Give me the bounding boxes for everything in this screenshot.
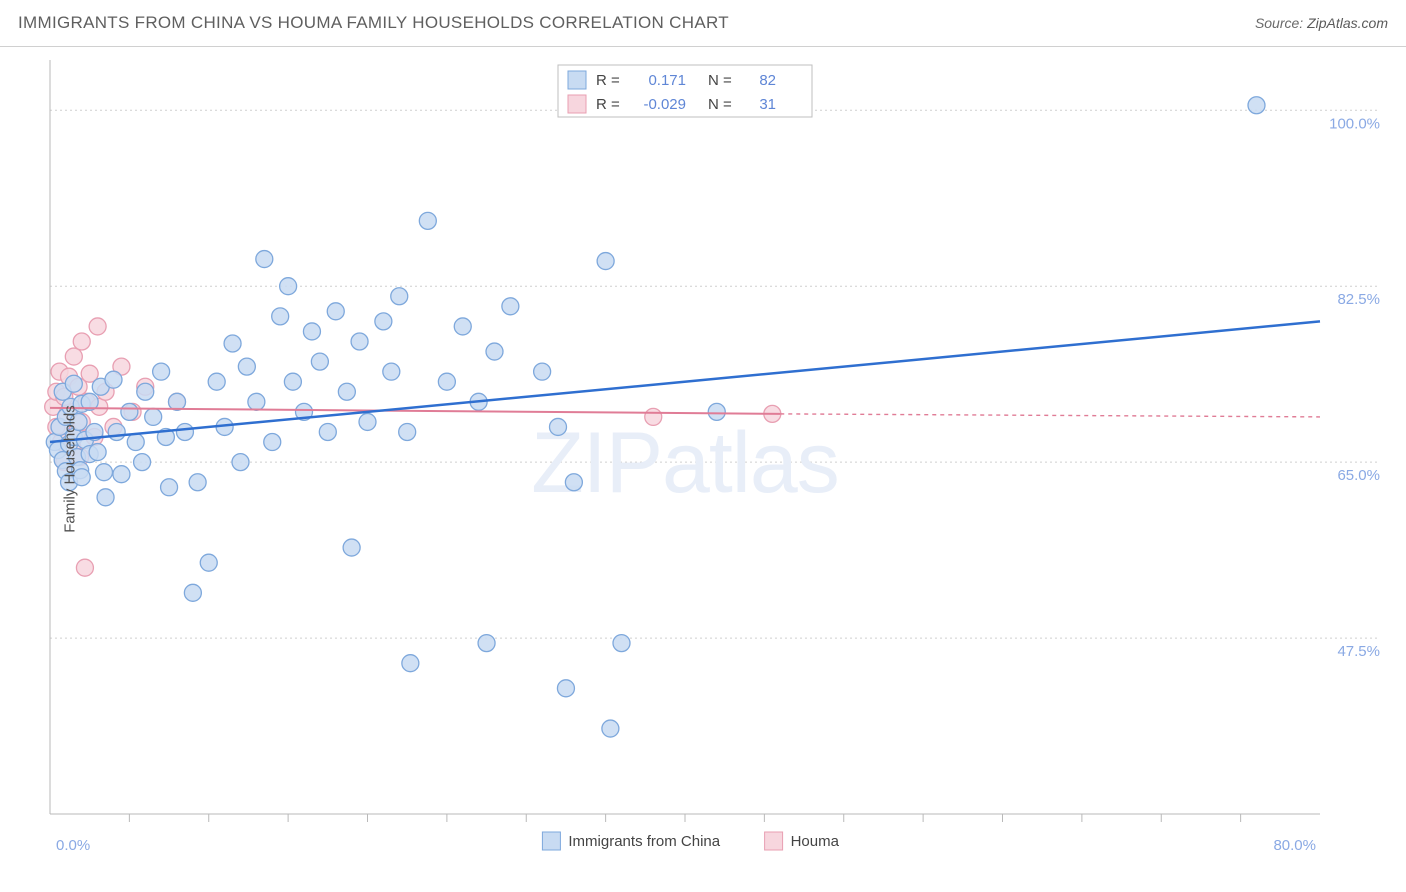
china-point bbox=[557, 680, 574, 697]
china-point bbox=[161, 479, 178, 496]
china-point bbox=[105, 371, 122, 388]
china-point bbox=[478, 635, 495, 652]
watermark: ZIPatlas bbox=[531, 415, 838, 511]
china-point bbox=[176, 423, 193, 440]
y-tick-label: 82.5% bbox=[1337, 291, 1380, 308]
x-range-min: 0.0% bbox=[56, 837, 90, 854]
china-point bbox=[284, 373, 301, 390]
bottom-legend-swatch-houma bbox=[765, 832, 783, 850]
bottom-legend-label-china: Immigrants from China bbox=[568, 833, 720, 850]
china-point bbox=[602, 720, 619, 737]
china-point bbox=[134, 454, 151, 471]
china-point bbox=[343, 539, 360, 556]
china-point bbox=[238, 358, 255, 375]
stats-legend-swatch bbox=[568, 71, 586, 89]
china-point bbox=[327, 303, 344, 320]
stats-legend-n-value: 31 bbox=[759, 96, 776, 113]
stats-legend-r-value: -0.029 bbox=[643, 96, 686, 113]
correlation-chart-svg: 47.5% 65.0% 82.5% 100.0% ZIPatlas 0.0% 80.0% R … bbox=[0, 46, 1406, 892]
houma-point bbox=[65, 348, 82, 365]
china-point bbox=[280, 278, 297, 295]
china-point bbox=[189, 474, 206, 491]
china-point bbox=[391, 288, 408, 305]
houma-trend-extension bbox=[780, 414, 1320, 417]
y-axis-label: Family Households bbox=[61, 405, 78, 533]
source-label: Source: bbox=[1255, 15, 1307, 31]
china-point bbox=[351, 333, 368, 350]
china-point bbox=[264, 434, 281, 451]
stats-legend-r-label: R = bbox=[596, 72, 620, 89]
china-point bbox=[153, 363, 170, 380]
china-point bbox=[597, 253, 614, 270]
china-point bbox=[232, 454, 249, 471]
china-point bbox=[137, 383, 154, 400]
stats-legend-n-label: N = bbox=[708, 72, 732, 89]
china-point bbox=[319, 423, 336, 440]
china-point bbox=[145, 408, 162, 425]
bottom-legend-swatch-china bbox=[542, 832, 560, 850]
houma-point bbox=[89, 318, 106, 335]
x-range-max: 80.0% bbox=[1273, 837, 1316, 854]
china-point bbox=[708, 403, 725, 420]
china-point bbox=[311, 353, 328, 370]
bottom-legend-label-houma: Houma bbox=[791, 833, 840, 850]
china-point bbox=[419, 212, 436, 229]
chart-source: Source: ZipAtlas.com bbox=[1255, 15, 1388, 31]
stats-legend-r-label: R = bbox=[596, 96, 620, 113]
china-point bbox=[486, 343, 503, 360]
china-point bbox=[127, 434, 144, 451]
china-point bbox=[375, 313, 392, 330]
y-tick-label: 47.5% bbox=[1337, 643, 1380, 660]
china-point bbox=[534, 363, 551, 380]
china-point bbox=[95, 464, 112, 481]
china-point bbox=[454, 318, 471, 335]
y-tick-label: 65.0% bbox=[1337, 467, 1380, 484]
y-tick-label: 100.0% bbox=[1329, 115, 1380, 132]
china-point bbox=[1248, 97, 1265, 114]
chart-area: Family Households 47.5% 65.0% 82.5% 100.0% Z… bbox=[0, 46, 1406, 892]
china-point bbox=[224, 335, 241, 352]
stats-legend-n-value: 82 bbox=[759, 72, 776, 89]
houma-point bbox=[645, 408, 662, 425]
china-point bbox=[113, 466, 130, 483]
stats-legend-n-label: N = bbox=[708, 96, 732, 113]
china-point bbox=[89, 444, 106, 461]
source-value: ZipAtlas.com bbox=[1307, 15, 1388, 31]
china-point bbox=[200, 554, 217, 571]
china-point bbox=[402, 655, 419, 672]
china-point bbox=[65, 375, 82, 392]
china-point bbox=[303, 323, 320, 340]
stats-legend-swatch bbox=[568, 95, 586, 113]
china-point bbox=[169, 393, 186, 410]
china-point bbox=[208, 373, 225, 390]
china-point bbox=[565, 474, 582, 491]
china-point bbox=[502, 298, 519, 315]
houma-point bbox=[76, 559, 93, 576]
china-point bbox=[256, 251, 273, 268]
chart-header: IMMIGRANTS FROM CHINA VS HOUMA FAMILY HO… bbox=[0, 0, 1406, 47]
stats-legend-r-value: 0.171 bbox=[648, 72, 686, 89]
china-point bbox=[248, 393, 265, 410]
chart-title: IMMIGRANTS FROM CHINA VS HOUMA FAMILY HO… bbox=[18, 13, 729, 33]
china-point bbox=[338, 383, 355, 400]
houma-point bbox=[73, 333, 90, 350]
china-point bbox=[121, 403, 138, 420]
china-point bbox=[383, 363, 400, 380]
china-point bbox=[272, 308, 289, 325]
china-point bbox=[359, 413, 376, 430]
china-point bbox=[399, 423, 416, 440]
china-point bbox=[613, 635, 630, 652]
china-point bbox=[438, 373, 455, 390]
china-point bbox=[108, 423, 125, 440]
china-point bbox=[550, 418, 567, 435]
china-point bbox=[97, 489, 114, 506]
china-point bbox=[184, 584, 201, 601]
